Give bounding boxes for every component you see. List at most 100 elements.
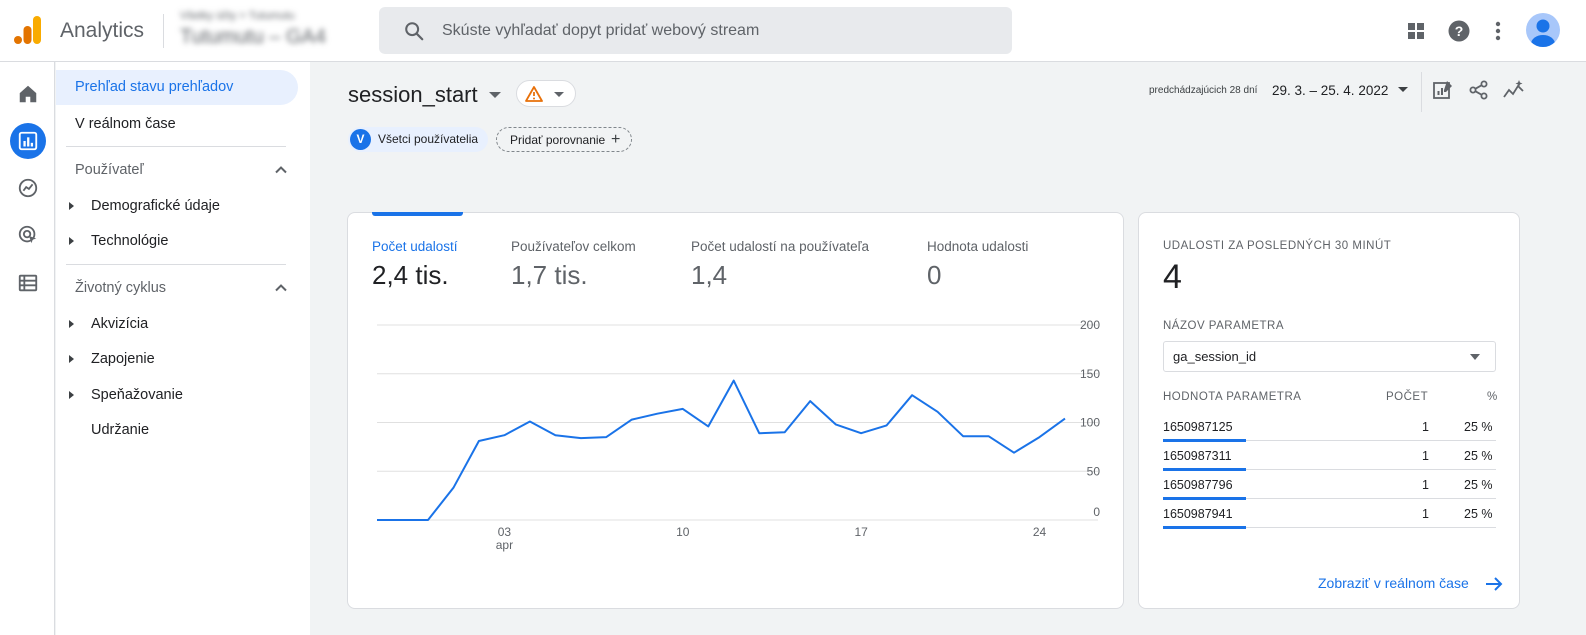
metric-tab-total-users[interactable]: Používateľov celkom	[511, 239, 636, 254]
account-breadcrumb[interactable]: Všetky účty > Tutumutu	[180, 10, 295, 22]
table-row[interactable]: 1650987125 1 25 %	[1163, 412, 1496, 442]
table-row[interactable]: 1650987796 1 25 %	[1163, 470, 1496, 500]
col-header-param-value: HODNOTA PARAMETRA	[1163, 391, 1302, 403]
nav-item-demographics[interactable]: Demografické údaje	[91, 198, 220, 214]
share-bar	[1163, 497, 1246, 500]
rail-explore[interactable]	[10, 170, 46, 206]
expand-arrow-icon[interactable]	[69, 202, 74, 210]
add-comparison-button[interactable]: Pridať porovnanie +	[496, 127, 632, 152]
rail-configure[interactable]	[10, 265, 46, 301]
y-tick-label: 150	[1080, 367, 1100, 381]
nav-item-retention[interactable]: Udržanie	[91, 422, 150, 438]
date-range-picker[interactable]: 29. 3. – 25. 4. 2022	[1272, 83, 1389, 98]
warning-icon	[525, 86, 543, 102]
insights-icon[interactable]	[1503, 79, 1525, 101]
reports-side-nav: Prehľad stavu prehľadov V reálnom čase P…	[56, 62, 310, 635]
bar-chart-icon	[18, 131, 38, 151]
nav-item-realtime[interactable]: V reálnom čase	[75, 116, 176, 132]
x-tick-label: 17	[854, 525, 868, 539]
rail-reports[interactable]	[10, 123, 46, 159]
date-range-prefix: predchádzajúcich 28 dní	[1145, 82, 1262, 100]
rail-home[interactable]	[10, 76, 46, 112]
nav-item-engagement[interactable]: Zapojenie	[91, 351, 155, 367]
nav-divider	[66, 146, 286, 147]
segment-chip[interactable]: V Všetci používatelia	[348, 127, 488, 152]
y-tick-label: 50	[1087, 464, 1101, 478]
header-divider	[1421, 72, 1422, 112]
segment-badge: V	[350, 129, 371, 150]
top-app-bar: Analytics Všetky účty > Tutumutu Tutumut…	[0, 0, 1586, 62]
advertising-icon	[18, 225, 37, 244]
account-avatar-icon[interactable]	[1526, 13, 1560, 47]
add-comparison-label: Pridať porovnanie	[510, 133, 606, 147]
metric-value-total-users: 1,7 tis.	[511, 260, 588, 290]
col-header-count: POČET	[1386, 391, 1429, 403]
metric-tab-event-count[interactable]: Počet udalostí	[372, 239, 458, 254]
home-icon	[19, 85, 37, 103]
title-dropdown-icon[interactable]	[489, 92, 501, 98]
chevron-down-icon	[554, 92, 564, 97]
nav-item-label: Prehľad stavu prehľadov	[75, 79, 234, 95]
param-value-cell: 1650987941	[1163, 507, 1233, 521]
param-name-value: ga_session_id	[1173, 349, 1257, 364]
customize-report-icon[interactable]	[1432, 79, 1454, 101]
realtime-card: UDALOSTI ZA POSLEDNÝCH 30 MINÚT 4 NÁZOV …	[1138, 212, 1520, 609]
metric-tab-indicator	[372, 212, 463, 216]
view-realtime-link[interactable]: Zobraziť v reálnom čase	[1318, 575, 1469, 591]
nav-rail	[0, 62, 55, 635]
x-tick-sublabel: apr	[496, 538, 513, 552]
param-value-cell: 1650987311	[1163, 449, 1232, 463]
share-bar	[1163, 439, 1246, 442]
nav-item-monetization[interactable]: Speňažovanie	[91, 387, 183, 403]
expand-arrow-icon[interactable]	[69, 320, 74, 328]
list-icon	[18, 274, 38, 292]
nav-item-overview[interactable]: Prehľad stavu prehľadov	[56, 70, 298, 105]
y-tick-label: 100	[1080, 416, 1100, 430]
explore-icon	[18, 178, 38, 198]
param-name-label: NÁZOV PARAMETRA	[1163, 320, 1285, 332]
more-vert-icon[interactable]	[1486, 19, 1510, 43]
table-row[interactable]: 1650987941 1 25 %	[1163, 499, 1496, 529]
realtime-heading: UDALOSTI ZA POSLEDNÝCH 30 MINÚT	[1163, 240, 1392, 252]
metric-tab-events-per-user[interactable]: Počet udalostí na používateľa	[691, 239, 870, 254]
title-divider	[163, 14, 164, 48]
expand-arrow-icon[interactable]	[69, 237, 74, 245]
percent-cell: 25 %	[1464, 507, 1493, 521]
share-icon[interactable]	[1468, 79, 1490, 101]
dropdown-arrow-icon	[1470, 354, 1480, 360]
chevron-up-icon[interactable]	[274, 163, 288, 177]
metric-tab-event-value[interactable]: Hodnota udalosti	[927, 239, 1029, 254]
param-value-cell: 1650987796	[1163, 478, 1233, 492]
percent-cell: 25 %	[1464, 478, 1493, 492]
apps-grid-icon[interactable]	[1404, 19, 1428, 43]
segment-label: Všetci používatelia	[378, 132, 479, 146]
arrow-right-icon[interactable]	[1485, 576, 1503, 592]
nav-section-lifecycle[interactable]: Životný cyklus	[75, 280, 167, 296]
x-tick-label: 24	[1033, 525, 1047, 539]
nav-item-technology[interactable]: Technológie	[91, 233, 169, 249]
expand-arrow-icon[interactable]	[69, 391, 74, 399]
col-header-percent: %	[1487, 391, 1498, 403]
app-title: Analytics	[60, 19, 145, 42]
table-row[interactable]: 1650987311 1 25 %	[1163, 441, 1496, 471]
share-bar	[1163, 468, 1246, 471]
y-tick-label: 200	[1080, 318, 1100, 332]
nav-section-user[interactable]: Používateľ	[75, 162, 144, 178]
expand-arrow-icon[interactable]	[69, 355, 74, 363]
count-cell: 1	[1422, 449, 1429, 463]
series-line	[377, 379, 1066, 521]
search-bar[interactable]: Skúste vyhľadať dopyt pridať webový stre…	[379, 7, 1012, 54]
rail-advertising[interactable]	[10, 217, 46, 253]
search-icon	[405, 22, 424, 41]
param-name-select[interactable]: ga_session_id	[1163, 341, 1496, 372]
help-icon[interactable]: ?	[1447, 19, 1471, 43]
nav-divider	[66, 264, 286, 265]
count-cell: 1	[1422, 507, 1429, 521]
count-cell: 1	[1422, 478, 1429, 492]
analytics-logo[interactable]	[14, 15, 42, 45]
data-quality-button[interactable]	[516, 80, 576, 107]
nav-item-acquisition[interactable]: Akvizícia	[91, 316, 149, 332]
chevron-down-icon[interactable]	[1398, 87, 1408, 92]
property-selector[interactable]: Tutumutu – GA4	[180, 26, 326, 48]
chevron-up-icon[interactable]	[274, 281, 288, 295]
